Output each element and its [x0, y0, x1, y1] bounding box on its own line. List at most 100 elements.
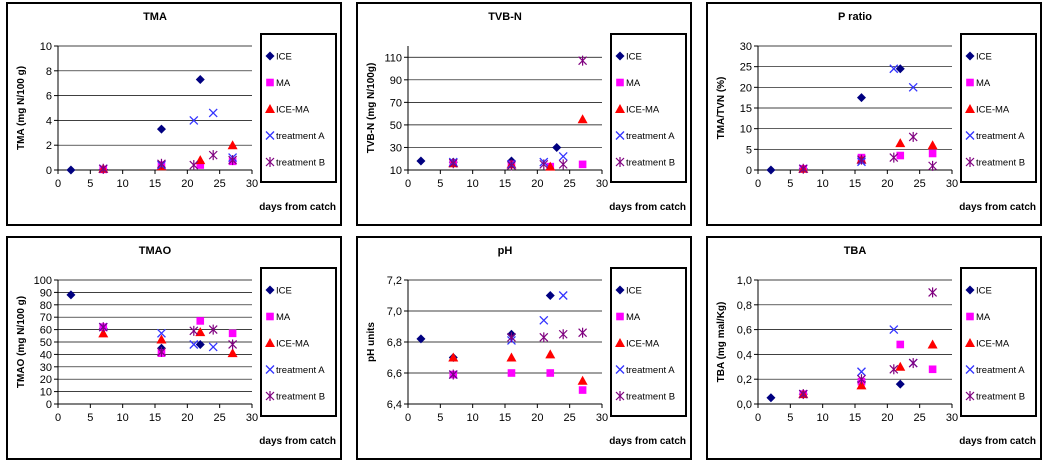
y-tick-label: 90	[390, 75, 402, 87]
x-tick-label: 30	[596, 412, 608, 424]
x-tick-label: 0	[405, 412, 411, 424]
x-tick-label: 10	[117, 178, 129, 190]
legend-label-treatment-b: treatment B	[626, 158, 675, 169]
legend-label-ma: MA	[276, 312, 291, 323]
legend-marker-treatment-b	[265, 391, 275, 401]
legend-label-ma: MA	[976, 312, 991, 323]
x-tick-label: 15	[499, 178, 511, 190]
point-treatment-b	[857, 374, 866, 385]
point-ice	[66, 290, 76, 300]
point-treatment-b	[908, 131, 918, 142]
legend-label-treatment-b: treatment B	[276, 392, 325, 403]
point-ice	[895, 379, 905, 389]
x-tick-label: 20	[181, 178, 193, 190]
point-ma	[896, 151, 905, 160]
point-treatment-b	[189, 160, 199, 171]
point-treatment-b	[98, 322, 108, 333]
y-tick-label: 110	[384, 52, 402, 64]
point-ice	[766, 393, 776, 403]
x-tick-label: 15	[499, 412, 511, 424]
legend-marker-ice	[265, 285, 275, 295]
legend-label-ice: ICE	[626, 286, 642, 297]
x-tick-label: 0	[55, 178, 61, 190]
y-axis-label: TMA (mg N/100 g)	[16, 66, 27, 150]
y-tick-label: 20	[40, 374, 52, 386]
x-tick-label: 15	[849, 412, 861, 424]
legend-marker-treatment-b	[615, 391, 625, 401]
point-ice-ma	[577, 114, 588, 124]
legend-marker-ice	[965, 285, 975, 295]
point-ice-ma	[195, 327, 206, 337]
legend-marker-ice-ma	[615, 104, 625, 113]
y-tick-label: 1,0	[737, 275, 752, 287]
legend-marker-treatment-b	[965, 157, 975, 167]
y-tick-label: 2	[46, 140, 52, 152]
point-treatment-b	[578, 327, 588, 338]
point-ice-ma	[895, 138, 906, 148]
y-tick-label: 5	[746, 144, 752, 156]
point-ice	[856, 93, 866, 103]
legend-marker-ice	[965, 51, 975, 61]
legend-box	[610, 267, 687, 417]
point-ice-ma	[895, 361, 906, 371]
chart-panel-tba: TBA 0,0 0,2 0,4 0,6 0,8 1,0 0 5 10 15 20 25 30 TBA (mg…	[706, 236, 1042, 460]
x-axis-label: days from catch	[609, 202, 686, 213]
x-tick-label: 30	[246, 178, 258, 190]
legend-label-ice: ICE	[626, 52, 642, 63]
point-ice-ma	[577, 375, 588, 385]
x-tick-label: 25	[564, 178, 576, 190]
point-treatment-b	[507, 332, 516, 343]
legend-marker-ice-ma	[965, 104, 975, 113]
x-tick-label: 15	[849, 178, 861, 190]
legend-label-ice-ma: ICE-MA	[626, 339, 660, 350]
x-tick-label: 0	[755, 178, 761, 190]
point-ice	[156, 124, 166, 134]
point-ice	[895, 64, 905, 74]
y-tick-label: 10	[40, 387, 52, 399]
point-treatment-a	[189, 115, 199, 125]
x-tick-label: 25	[914, 178, 926, 190]
chart-panel-tmao: TMAO 0 10 20 30 40 50 60 70 80 90 100 0 5 10 15 20 25 30 TM…	[6, 236, 342, 460]
y-tick-label: 80	[40, 300, 52, 312]
legend-marker-ice-ma	[965, 338, 975, 347]
y-axis-label: TMAO (mg N/100 g)	[16, 296, 27, 388]
legend-label-ice-ma: ICE-MA	[626, 105, 660, 116]
legend-label-ice-ma: ICE-MA	[976, 339, 1010, 350]
point-ma	[896, 340, 905, 349]
chart-title: TVB-N	[488, 11, 522, 23]
y-tick-label: 0	[746, 165, 752, 177]
x-tick-label: 25	[914, 412, 926, 424]
x-axis-label: days from catch	[609, 436, 686, 447]
point-ma	[507, 369, 516, 377]
point-ma	[578, 386, 587, 394]
legend-label-treatment-b: treatment B	[976, 392, 1025, 403]
point-treatment-b	[578, 55, 588, 66]
point-treatment-b	[558, 159, 568, 170]
point-treatment-a	[539, 315, 549, 325]
point-ice	[66, 165, 76, 175]
legend-marker-treatment-b	[965, 391, 975, 401]
x-tick-label: 5	[437, 178, 443, 190]
y-tick-label: 10	[740, 124, 752, 136]
y-tick-label: 10	[40, 41, 52, 53]
x-tick-label: 30	[596, 178, 608, 190]
point-treatment-b	[448, 158, 458, 169]
x-tick-label: 30	[246, 412, 258, 424]
y-tick-label: 0,2	[737, 374, 752, 386]
y-tick-label: 25	[740, 62, 752, 74]
y-tick-label: 30	[740, 41, 752, 53]
y-tick-label: 70	[40, 312, 52, 324]
point-treatment-b	[228, 339, 238, 350]
legend-marker-ma	[266, 312, 274, 321]
y-tick-label: 0,8	[737, 300, 752, 312]
legend-label-treatment-b: treatment B	[626, 392, 675, 403]
y-tick-label: 15	[740, 103, 752, 115]
x-tick-label: 10	[117, 412, 129, 424]
legend-marker-ma	[616, 78, 624, 87]
point-treatment-a	[889, 325, 899, 335]
legend-label-ice: ICE	[276, 52, 292, 63]
legend-label-treatment-a: treatment A	[626, 365, 675, 376]
point-ice	[766, 165, 776, 175]
legend-label-ice-ma: ICE-MA	[276, 105, 310, 116]
y-tick-label: 30	[390, 142, 402, 154]
